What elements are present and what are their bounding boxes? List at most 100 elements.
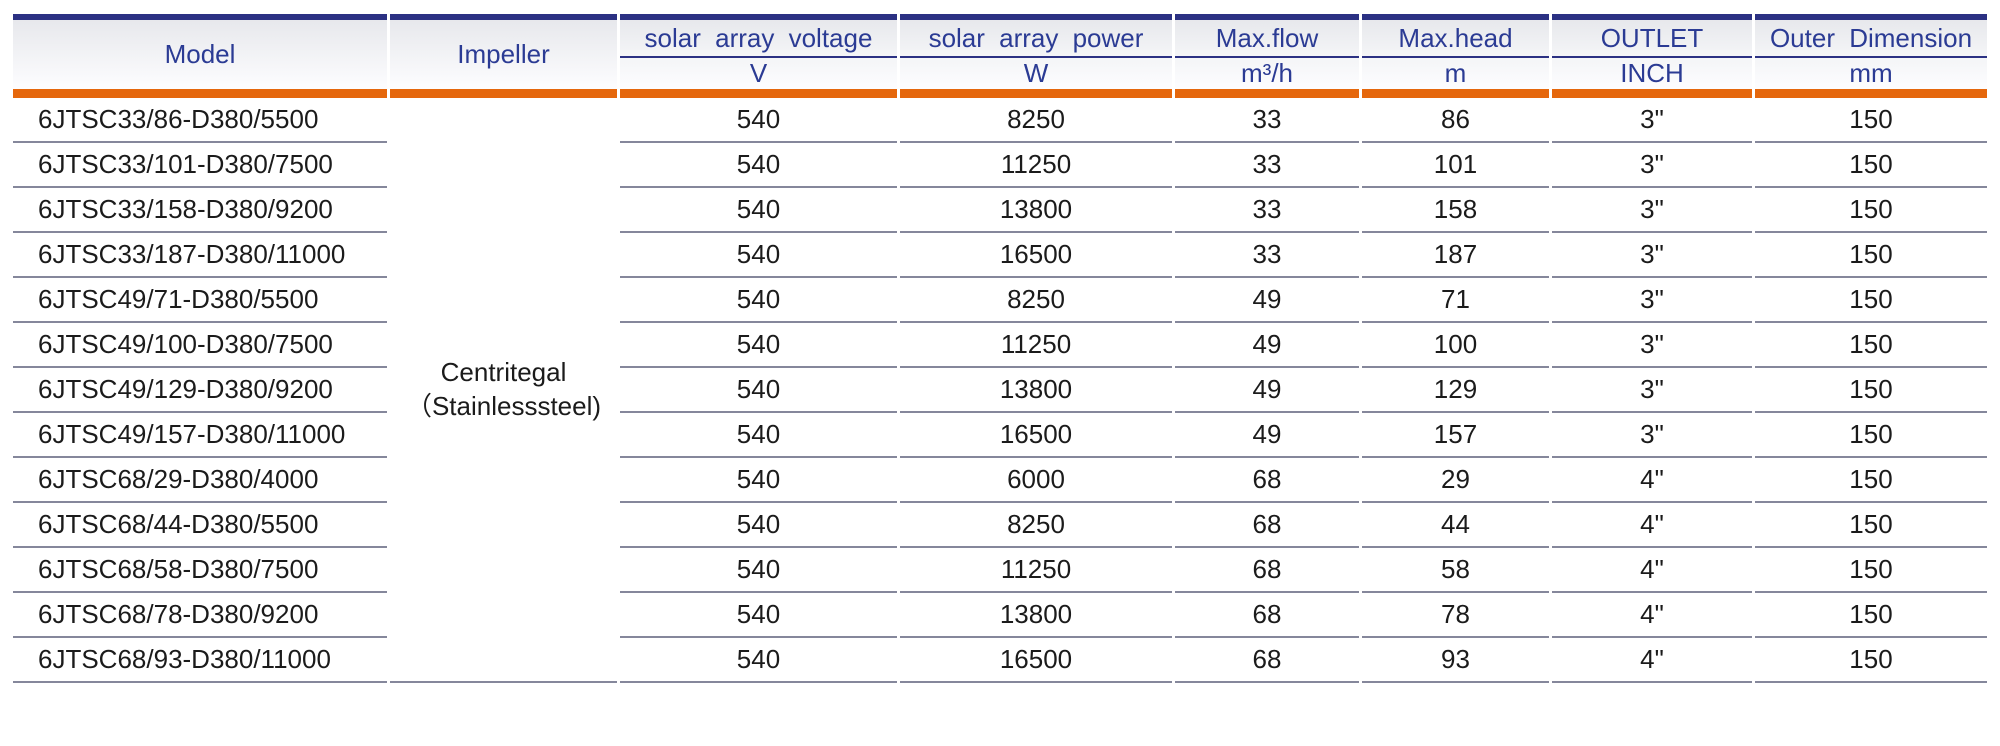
voltage-cell: 540: [620, 278, 897, 323]
power-cell: 13800: [900, 593, 1172, 638]
maxflow-unit-header: m³/h: [1175, 58, 1359, 98]
power-cell: 16500: [900, 638, 1172, 683]
model-cell: 6JTSC68/44-D380/5500: [13, 503, 387, 548]
voltage-cell: 540: [620, 143, 897, 188]
dimension-cell: 150: [1755, 323, 1987, 368]
head-cell: 157: [1362, 413, 1549, 458]
table-row: 6JTSC49/129-D380/9200 540 13800 49 129 3" 150: [13, 368, 1987, 413]
flow-cell: 33: [1175, 143, 1359, 188]
voltage-cell: 540: [620, 98, 897, 143]
impeller-cell: Centritegal （Stainlesssteel): [390, 98, 617, 683]
table-row: 6JTSC33/187-D380/11000 540 16500 33 187 3" 150: [13, 233, 1987, 278]
model-cell: 6JTSC49/129-D380/9200: [13, 368, 387, 413]
outlet-cell: 4": [1552, 458, 1752, 503]
outlet-cell: 3": [1552, 368, 1752, 413]
flow-cell: 68: [1175, 638, 1359, 683]
maxhead-unit-header: m: [1362, 58, 1549, 98]
dimension-unit-header: mm: [1755, 58, 1987, 98]
flow-cell: 68: [1175, 458, 1359, 503]
outlet-cell: 4": [1552, 503, 1752, 548]
flow-cell: 33: [1175, 98, 1359, 143]
head-cell: 58: [1362, 548, 1549, 593]
table-header: Model Impeller solar array voltage solar…: [13, 14, 1987, 98]
voltage-column-header: solar array voltage: [620, 14, 897, 58]
power-cell: 13800: [900, 188, 1172, 233]
table-row: 6JTSC49/157-D380/11000 540 16500 49 157 3" 150: [13, 413, 1987, 458]
dimension-cell: 150: [1755, 98, 1987, 143]
dimension-cell: 150: [1755, 413, 1987, 458]
power-cell: 8250: [900, 278, 1172, 323]
table-row: 6JTSC68/44-D380/5500 540 8250 68 44 4" 150: [13, 503, 1987, 548]
voltage-cell: 540: [620, 368, 897, 413]
table-row: 6JTSC49/71-D380/5500 540 8250 49 71 3" 150: [13, 278, 1987, 323]
header-row-labels: Model Impeller solar array voltage solar…: [13, 14, 1987, 98]
table-row: 6JTSC68/29-D380/4000 540 6000 68 29 4" 150: [13, 458, 1987, 503]
table-row: 6JTSC33/86-D380/5500 Centritegal （Stainles…: [13, 98, 1987, 683]
model-cell: 6JTSC49/100-D380/7500: [13, 323, 387, 368]
outlet-cell: 3": [1552, 278, 1752, 323]
pump-spec-table: Model Impeller solar array voltage solar…: [10, 14, 1990, 683]
outlet-cell: 3": [1552, 413, 1752, 458]
header-row-units: V W m³/h m INCH mm: [13, 58, 1987, 98]
head-cell: 78: [1362, 593, 1549, 638]
model-cell: 6JTSC33/86-D380/5500: [13, 98, 387, 143]
maxhead-column-header: Max.head: [1362, 14, 1549, 58]
dimension-cell: 150: [1755, 188, 1987, 233]
flow-cell: 68: [1175, 593, 1359, 638]
voltage-cell: 540: [620, 233, 897, 278]
head-cell: 44: [1362, 503, 1549, 548]
voltage-unit-header: V: [620, 58, 897, 98]
flow-cell: 49: [1175, 278, 1359, 323]
head-cell: 129: [1362, 368, 1549, 413]
table-body: 6JTSC33/86-D380/5500 Centritegal （Stainles…: [13, 98, 1987, 683]
head-cell: 158: [1362, 188, 1549, 233]
voltage-cell: 540: [620, 458, 897, 503]
dimension-cell: 150: [1755, 143, 1987, 188]
dimension-cell: 150: [1755, 278, 1987, 323]
outlet-cell: 3": [1552, 323, 1752, 368]
outlet-cell: 3": [1552, 143, 1752, 188]
voltage-cell: 540: [620, 593, 897, 638]
outlet-cell: 4": [1552, 593, 1752, 638]
table-row: 6JTSC68/78-D380/9200 540 13800 68 78 4" 150: [13, 593, 1987, 638]
dimension-cell: 150: [1755, 593, 1987, 638]
model-cell: 6JTSC33/158-D380/9200: [13, 188, 387, 233]
voltage-cell: 540: [620, 503, 897, 548]
flow-cell: 49: [1175, 413, 1359, 458]
dimension-cell: 150: [1755, 368, 1987, 413]
impeller-column-header: Impeller: [390, 14, 617, 98]
outlet-cell: 4": [1552, 638, 1752, 683]
power-unit-header: W: [900, 58, 1172, 98]
model-cell: 6JTSC68/93-D380/11000: [13, 638, 387, 683]
model-cell: 6JTSC68/29-D380/4000: [13, 458, 387, 503]
model-cell: 6JTSC68/78-D380/9200: [13, 593, 387, 638]
power-cell: 6000: [900, 458, 1172, 503]
head-cell: 29: [1362, 458, 1549, 503]
power-column-header: solar array power: [900, 14, 1172, 58]
outlet-cell: 3": [1552, 188, 1752, 233]
table-row: 6JTSC68/93-D380/11000 540 16500 68 93 4" 150: [13, 638, 1987, 683]
power-cell: 16500: [900, 413, 1172, 458]
dimension-column-header: Outer Dimension: [1755, 14, 1987, 58]
power-cell: 16500: [900, 233, 1172, 278]
model-cell: 6JTSC33/101-D380/7500: [13, 143, 387, 188]
power-cell: 13800: [900, 368, 1172, 413]
model-cell: 6JTSC33/187-D380/11000: [13, 233, 387, 278]
head-cell: 93: [1362, 638, 1549, 683]
voltage-cell: 540: [620, 548, 897, 593]
head-cell: 71: [1362, 278, 1549, 323]
impeller-line-1: Centritegal: [440, 356, 567, 387]
dimension-cell: 150: [1755, 503, 1987, 548]
voltage-cell: 540: [620, 323, 897, 368]
outlet-column-header: OUTLET: [1552, 14, 1752, 58]
table-row: 6JTSC33/101-D380/7500 540 11250 33 101 3" 150: [13, 143, 1987, 188]
outlet-cell: 3": [1552, 233, 1752, 278]
spec-sheet: Model Impeller solar array voltage solar…: [10, 14, 1990, 683]
model-cell: 6JTSC68/58-D380/7500: [13, 548, 387, 593]
flow-cell: 49: [1175, 368, 1359, 413]
head-cell: 100: [1362, 323, 1549, 368]
voltage-cell: 540: [620, 413, 897, 458]
outlet-cell: 4": [1552, 548, 1752, 593]
head-cell: 187: [1362, 233, 1549, 278]
impeller-line-2: （Stainlesssteel): [405, 390, 602, 421]
